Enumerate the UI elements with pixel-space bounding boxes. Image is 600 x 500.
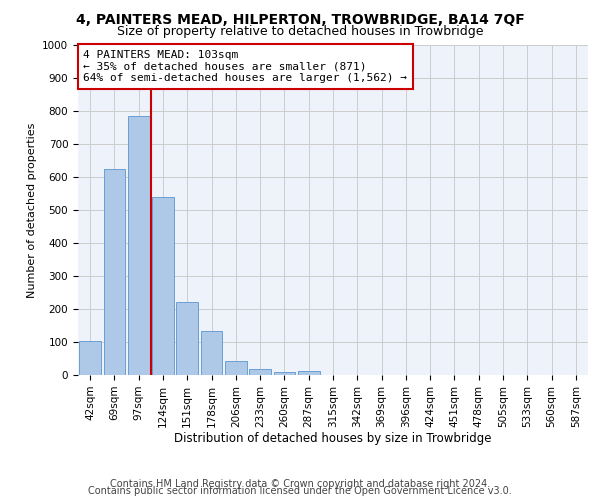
Text: Contains public sector information licensed under the Open Government Licence v3: Contains public sector information licen… — [88, 486, 512, 496]
Text: Size of property relative to detached houses in Trowbridge: Size of property relative to detached ho… — [117, 25, 483, 38]
Bar — [274, 372, 295, 375]
Bar — [79, 341, 101, 375]
Y-axis label: Number of detached properties: Number of detached properties — [26, 122, 37, 298]
Text: 4, PAINTERS MEAD, HILPERTON, TROWBRIDGE, BA14 7QF: 4, PAINTERS MEAD, HILPERTON, TROWBRIDGE,… — [76, 12, 524, 26]
Bar — [104, 169, 125, 375]
Bar — [176, 302, 198, 375]
Text: 4 PAINTERS MEAD: 103sqm
← 35% of detached houses are smaller (871)
64% of semi-d: 4 PAINTERS MEAD: 103sqm ← 35% of detache… — [83, 50, 407, 83]
Bar — [298, 371, 320, 375]
Bar — [249, 370, 271, 375]
Bar — [128, 116, 149, 375]
Text: Contains HM Land Registry data © Crown copyright and database right 2024.: Contains HM Land Registry data © Crown c… — [110, 479, 490, 489]
Bar — [200, 331, 223, 375]
Bar — [152, 197, 174, 375]
X-axis label: Distribution of detached houses by size in Trowbridge: Distribution of detached houses by size … — [174, 432, 492, 446]
Bar — [225, 361, 247, 375]
